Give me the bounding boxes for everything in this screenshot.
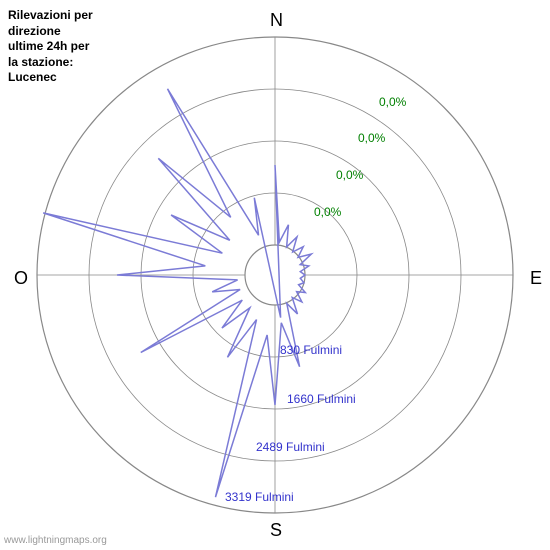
polar-chart	[0, 0, 550, 550]
ratio-label-3: 0,0%	[314, 205, 341, 219]
ratio-label-2: 0,0%	[336, 168, 363, 182]
cardinal-E: E	[530, 268, 542, 289]
footer-credit: www.lightningmaps.org	[4, 535, 107, 546]
count-label-0: 830 Fulmini	[280, 343, 342, 357]
rose-polygon	[43, 89, 311, 497]
cardinal-N: N	[270, 10, 283, 31]
cardinal-O: O	[14, 268, 28, 289]
ratio-label-1: 0,0%	[358, 131, 385, 145]
count-label-1: 1660 Fulmini	[287, 392, 356, 406]
ratio-label-0: 0,0%	[379, 95, 406, 109]
cardinal-S: S	[270, 520, 282, 541]
ring-0	[245, 245, 305, 305]
count-label-3: 3319 Fulmini	[225, 490, 294, 504]
count-label-2: 2489 Fulmini	[256, 440, 325, 454]
